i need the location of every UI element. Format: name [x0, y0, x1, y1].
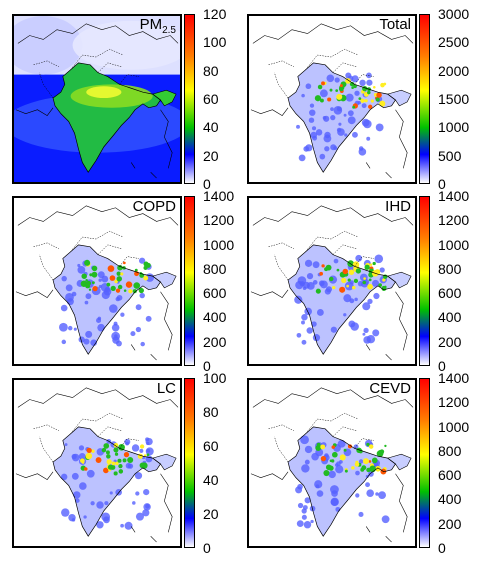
- colorbar-tick-label: 1400: [438, 370, 470, 386]
- colorbar: [184, 378, 195, 548]
- colorbar-tick-label: 600: [203, 285, 227, 302]
- panel-title: Total: [379, 16, 411, 33]
- colorbar-tick-label: 2500: [438, 34, 470, 51]
- colorbar-tick-label: 1400: [438, 188, 470, 204]
- colorbar-tick-label: 1400: [203, 188, 235, 204]
- colorbar-tick-label: 20: [203, 506, 219, 522]
- colorbar-tick-label: 1000: [203, 236, 235, 253]
- colorbar-tick-label: 400: [438, 309, 462, 326]
- map-panel: [12, 14, 182, 184]
- colorbar-tick-label: 800: [438, 442, 462, 459]
- panel-title-main: Total: [379, 16, 411, 33]
- colorbar-tick-label: 400: [203, 309, 227, 326]
- colorbar-tick-label: 120: [203, 6, 227, 22]
- panel-title-main: CEVD: [369, 380, 411, 397]
- colorbar-tick-label: 20: [203, 147, 219, 164]
- colorbar-tick-label: 0: [438, 540, 446, 556]
- colorbar-tick-label: 0: [438, 176, 446, 192]
- colorbar-tick-label: 1500: [438, 91, 470, 107]
- panel-title-main: PM: [139, 16, 163, 33]
- colorbar-tick-label: 60: [203, 91, 219, 107]
- colorbar-tick-label: 1000: [438, 119, 470, 136]
- map-image: [250, 387, 414, 543]
- map-image: [15, 205, 179, 361]
- colorbar-tick-label: 80: [203, 62, 219, 79]
- panel-title: IHD: [385, 198, 411, 215]
- colorbar-tick-label: 600: [438, 285, 462, 302]
- colorbar: [419, 14, 430, 184]
- map-image: [250, 23, 414, 179]
- colorbar-tick-label: 800: [203, 260, 227, 277]
- map-panel: [247, 14, 417, 184]
- colorbar-tick-label: 800: [438, 260, 462, 277]
- map-panel: [12, 196, 182, 366]
- colorbar-tick-label: 0: [203, 176, 211, 192]
- colorbar-tick-label: 1200: [203, 212, 235, 229]
- panel-title-main: IHD: [385, 198, 411, 215]
- colorbar-tick-label: 80: [203, 404, 219, 420]
- map-image: [250, 205, 414, 361]
- colorbar-tick-label: 500: [438, 147, 462, 164]
- panel-title-main: COPD: [132, 198, 176, 215]
- colorbar-tick-label: 200: [203, 333, 227, 350]
- panel-title: LC: [157, 380, 176, 397]
- panel-title-main: LC: [156, 380, 176, 397]
- colorbar-tick-label: 2000: [438, 62, 470, 79]
- colorbar-tick-label: 0: [203, 540, 211, 556]
- panel-title: COPD: [133, 198, 176, 215]
- map-panel: [247, 196, 417, 366]
- panel-title: CEVD: [369, 380, 411, 397]
- colorbar: [419, 196, 430, 366]
- colorbar-tick-label: 0: [438, 358, 446, 374]
- colorbar-tick-label: 1000: [438, 236, 470, 253]
- colorbar-tick-label: 400: [438, 491, 462, 508]
- colorbar-tick-label: 0: [203, 358, 211, 374]
- panel-title: PM2.5: [140, 16, 176, 36]
- colorbar-tick-label: 3000: [438, 6, 470, 22]
- map-image: [15, 387, 179, 543]
- colorbar: [184, 14, 195, 184]
- colorbar-tick-label: 1200: [438, 212, 470, 229]
- map-panel: [12, 378, 182, 548]
- colorbar-tick-label: 1000: [438, 418, 470, 435]
- colorbar: [419, 378, 430, 548]
- colorbar-tick-label: 100: [203, 370, 227, 386]
- colorbar-tick-label: 200: [438, 333, 462, 350]
- colorbar-tick-label: 40: [203, 119, 219, 136]
- colorbar-tick-label: 600: [438, 467, 462, 484]
- map-panel: [247, 378, 417, 548]
- colorbar-tick-label: 100: [203, 34, 227, 51]
- colorbar-tick-label: 40: [203, 472, 219, 488]
- colorbar-tick-label: 1200: [438, 394, 470, 411]
- colorbar-tick-label: 200: [438, 515, 462, 532]
- colorbar-tick-label: 60: [203, 438, 219, 454]
- panel-title-sub: 2.5: [162, 25, 176, 36]
- colorbar: [184, 196, 195, 366]
- map-image: [14, 16, 180, 182]
